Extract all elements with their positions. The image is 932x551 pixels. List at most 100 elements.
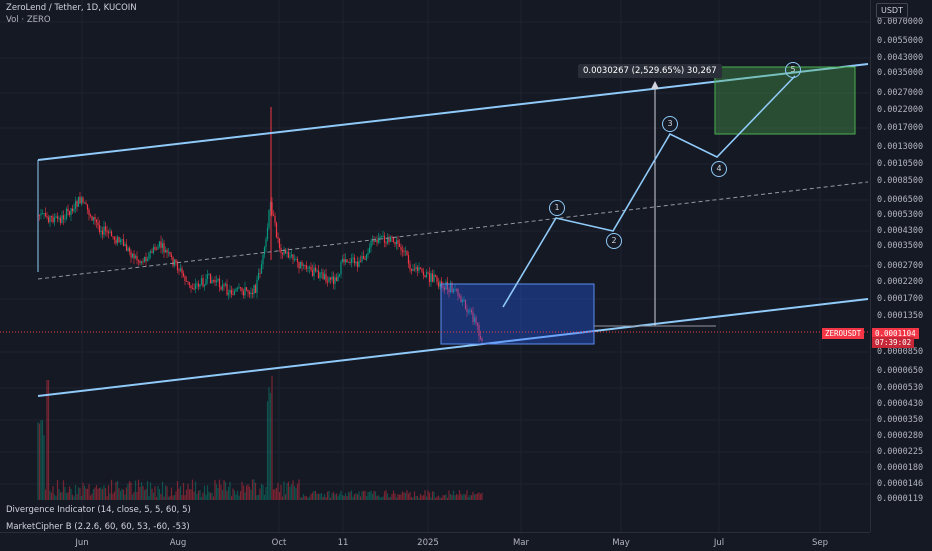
volume-bar bbox=[166, 486, 168, 500]
volume-bar bbox=[161, 481, 164, 500]
candle-body bbox=[241, 287, 243, 292]
volume-bar bbox=[218, 479, 221, 500]
candle-body bbox=[224, 283, 227, 286]
candle-body bbox=[455, 289, 458, 290]
channel-lower-line[interactable] bbox=[37, 298, 869, 397]
candle-body bbox=[337, 276, 339, 281]
candle-body bbox=[308, 266, 311, 268]
candle-body bbox=[374, 239, 377, 242]
candle-body bbox=[283, 249, 285, 255]
candle-body bbox=[193, 288, 195, 290]
volume-bar bbox=[442, 495, 444, 500]
volume-bar bbox=[455, 493, 458, 500]
price-tick: 0.0000280 bbox=[877, 431, 924, 441]
volume-bar bbox=[250, 489, 252, 500]
volume-bar bbox=[205, 494, 207, 500]
volume-bar bbox=[371, 493, 374, 500]
candle-body bbox=[79, 196, 81, 204]
divergence-indicator-label[interactable]: Divergence Indicator (14, close, 5, 5, 6… bbox=[6, 505, 191, 515]
candle-body bbox=[238, 287, 240, 289]
volume-bar bbox=[268, 387, 270, 500]
price-tick: 0.0002200 bbox=[877, 277, 924, 287]
volume-bar bbox=[380, 497, 383, 500]
channel-midline[interactable] bbox=[37, 181, 869, 280]
marketcipher-indicator-label[interactable]: MarketCipher B (2.2.6, 60, 60, 53, -60, … bbox=[6, 522, 190, 532]
candle-body bbox=[244, 287, 246, 296]
candle-body bbox=[116, 237, 119, 244]
candle-body bbox=[431, 273, 434, 282]
candle-body bbox=[478, 324, 480, 337]
volume-bar bbox=[410, 497, 413, 500]
volume-bar bbox=[200, 496, 203, 500]
volume-bar bbox=[433, 491, 435, 500]
volume-bar bbox=[259, 488, 261, 500]
candle-body bbox=[74, 201, 77, 209]
volume-bar bbox=[101, 489, 104, 500]
candle-body bbox=[413, 268, 416, 270]
volume-bar bbox=[143, 490, 146, 500]
candle-body bbox=[59, 218, 62, 223]
candle-body bbox=[428, 273, 431, 282]
volume-bar bbox=[130, 482, 132, 500]
candle-body bbox=[418, 267, 420, 271]
candle-body bbox=[457, 289, 459, 296]
accumulation-zone-box[interactable] bbox=[440, 283, 595, 345]
candle-body bbox=[472, 312, 474, 322]
candle-body bbox=[242, 291, 245, 296]
wave-label-4: 4 bbox=[711, 161, 727, 177]
candle-body bbox=[476, 323, 479, 325]
candle-body bbox=[169, 252, 171, 255]
candle-body bbox=[343, 258, 345, 263]
volume-bar bbox=[365, 495, 368, 500]
candle-body bbox=[394, 242, 396, 245]
price-tick: 0.0070000 bbox=[877, 17, 924, 27]
time-axis[interactable]: Jun Aug Oct 11 2025 Mar May Jul Sep bbox=[0, 532, 870, 551]
volume-bar bbox=[67, 492, 69, 500]
candle-body bbox=[362, 256, 365, 259]
volume-bar bbox=[445, 494, 447, 500]
candle-body bbox=[352, 257, 354, 259]
candle-body bbox=[326, 281, 329, 283]
candle-body bbox=[170, 254, 173, 257]
volume-bar bbox=[142, 486, 144, 500]
candle-body bbox=[91, 216, 93, 221]
price-tick: 0.0043000 bbox=[877, 53, 924, 63]
candle-body bbox=[250, 292, 252, 295]
volume-bar bbox=[190, 489, 192, 500]
candle-body bbox=[139, 261, 141, 264]
price-chart[interactable] bbox=[0, 0, 870, 532]
price-tick: 0.0000850 bbox=[877, 347, 924, 357]
channel-upper-line[interactable] bbox=[37, 63, 869, 161]
volume-bar bbox=[338, 493, 341, 500]
volume-bar bbox=[364, 490, 366, 500]
price-axis[interactable]: 0.0070000 0.0055000 0.0043000 0.0035000 0.00… bbox=[870, 0, 932, 532]
elliott-wave-path[interactable] bbox=[502, 75, 796, 308]
candle-body bbox=[196, 283, 198, 285]
volume-bar bbox=[382, 496, 384, 500]
target-zone-box[interactable] bbox=[714, 66, 856, 135]
volume-bar bbox=[197, 490, 200, 500]
volume-bar bbox=[374, 491, 377, 500]
candle-body bbox=[358, 261, 360, 267]
candle-body bbox=[109, 231, 111, 233]
candle-body bbox=[223, 284, 225, 286]
candle-body bbox=[371, 240, 374, 242]
volume-bar bbox=[397, 494, 399, 500]
symbol-legend[interactable]: ZeroLend / Tether, 1D, KUCOIN bbox=[6, 3, 137, 13]
currency-selector[interactable]: USDT bbox=[876, 3, 908, 18]
candle-body bbox=[479, 336, 482, 339]
candle-body bbox=[368, 247, 371, 253]
candle-body bbox=[88, 209, 90, 215]
volume-bar bbox=[350, 490, 353, 500]
volume-bar bbox=[227, 486, 230, 500]
price-tick: 0.0027000 bbox=[877, 88, 924, 98]
candle-body bbox=[173, 259, 176, 266]
candle-body bbox=[158, 241, 161, 247]
volume-legend[interactable]: Vol · ZERO bbox=[6, 15, 51, 25]
candle-body bbox=[407, 255, 410, 264]
volume-bar bbox=[134, 480, 137, 500]
candle-body bbox=[461, 300, 464, 303]
candle-body bbox=[275, 222, 278, 238]
bar-countdown: 07:39:02 bbox=[872, 337, 915, 348]
volume-bar bbox=[157, 485, 159, 500]
